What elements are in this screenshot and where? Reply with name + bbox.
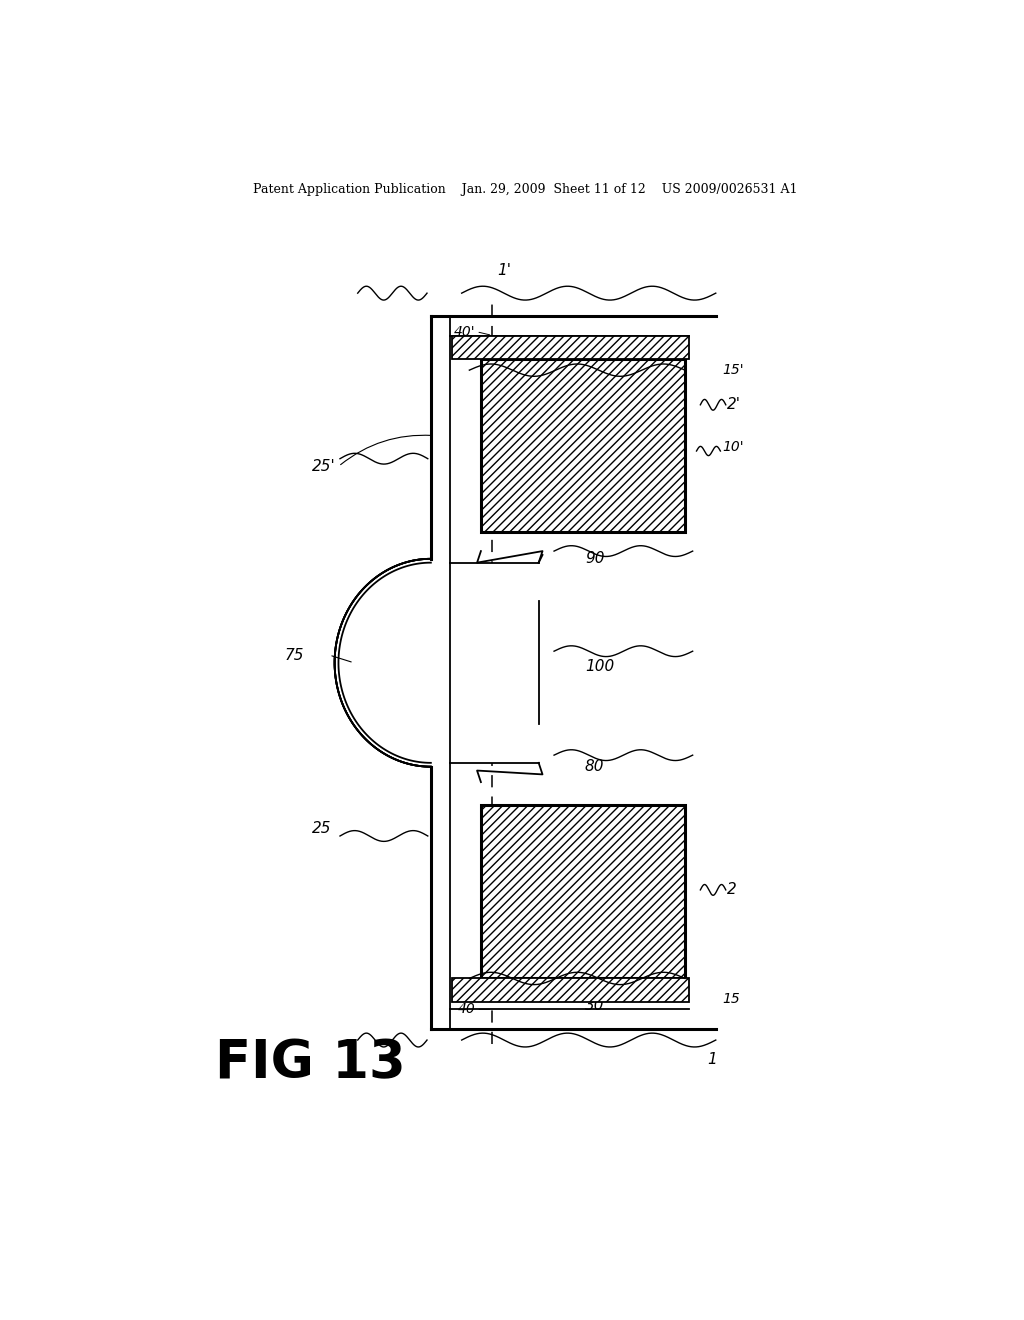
Text: 40': 40': [454, 325, 475, 339]
Bar: [481, 805, 685, 978]
Bar: [481, 359, 685, 532]
Text: FIG 13: FIG 13: [215, 1038, 406, 1089]
Text: 1: 1: [708, 1052, 717, 1067]
Text: 15': 15': [722, 363, 743, 378]
Text: 80: 80: [585, 759, 604, 775]
Text: 30': 30': [585, 343, 608, 359]
Polygon shape: [335, 558, 431, 767]
Text: 90: 90: [585, 552, 604, 566]
Text: 30: 30: [585, 998, 604, 1012]
Text: Patent Application Publication    Jan. 29, 2009  Sheet 11 of 12    US 2009/00265: Patent Application Publication Jan. 29, …: [253, 182, 797, 195]
Text: 25: 25: [311, 821, 331, 836]
Text: 15: 15: [722, 993, 739, 1006]
Bar: [453, 335, 689, 359]
Polygon shape: [451, 562, 539, 763]
Text: 25': 25': [311, 459, 335, 474]
Text: 100: 100: [585, 659, 614, 675]
Text: 1': 1': [497, 263, 511, 277]
Bar: [453, 978, 689, 1002]
Text: 75: 75: [285, 648, 304, 663]
Text: 2: 2: [727, 882, 737, 898]
Text: 10': 10': [722, 440, 743, 454]
Text: 40: 40: [458, 1002, 475, 1016]
Text: 2': 2': [727, 397, 741, 412]
